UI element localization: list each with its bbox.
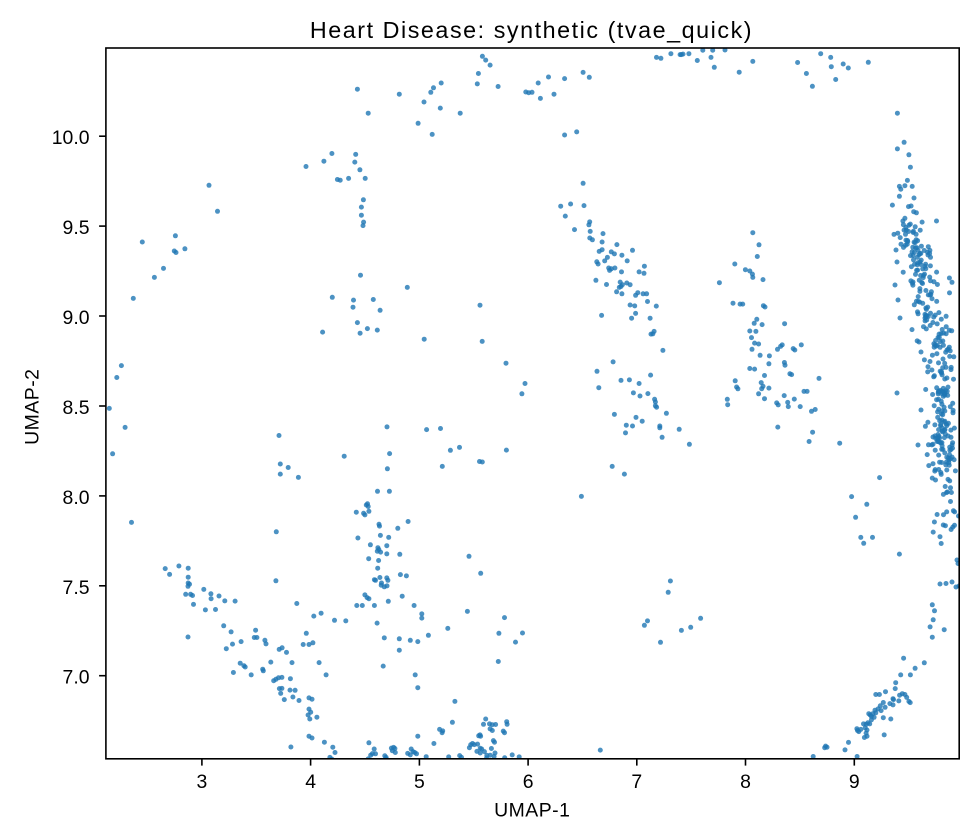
svg-text:3: 3	[197, 771, 208, 793]
svg-text:9.0: 9.0	[63, 307, 90, 329]
svg-text:7.0: 7.0	[63, 667, 90, 689]
svg-text:UMAP-2: UMAP-2	[22, 369, 44, 445]
svg-text:10.0: 10.0	[52, 127, 90, 149]
svg-text:9.5: 9.5	[63, 217, 90, 239]
svg-text:4: 4	[305, 771, 316, 793]
svg-text:7.5: 7.5	[63, 577, 90, 599]
svg-text:Heart Disease: synthetic (tvae: Heart Disease: synthetic (tvae_quick)	[310, 17, 753, 43]
svg-text:8.0: 8.0	[63, 487, 90, 509]
svg-text:5: 5	[414, 771, 425, 793]
svg-text:6: 6	[523, 771, 534, 793]
svg-text:8.5: 8.5	[63, 397, 90, 419]
svg-text:UMAP-1: UMAP-1	[494, 800, 570, 822]
svg-text:9: 9	[849, 771, 860, 793]
svg-text:7: 7	[631, 771, 642, 793]
svg-text:8: 8	[740, 771, 751, 793]
